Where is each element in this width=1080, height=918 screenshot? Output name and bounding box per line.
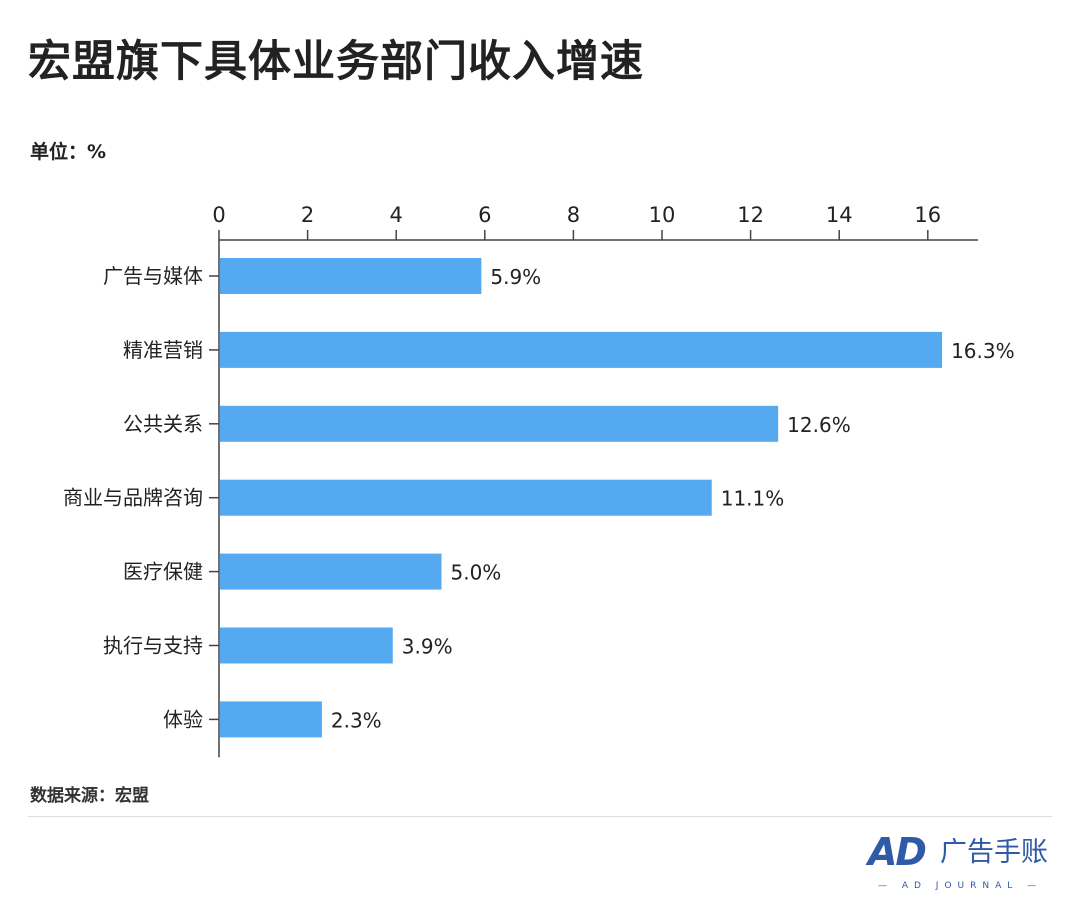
x-tick-label: 12: [737, 203, 764, 227]
x-tick-label: 10: [649, 203, 676, 227]
bar: [220, 701, 322, 738]
category-label: 精准营销: [123, 338, 203, 362]
bar: [220, 553, 442, 590]
category-label: 体验: [163, 707, 203, 731]
data-label: 11.1%: [721, 487, 785, 511]
logo-english: — AD JOURNAL —: [878, 881, 1043, 891]
bar: [220, 258, 482, 294]
bar: [220, 479, 712, 516]
x-tick-label: 16: [914, 203, 941, 227]
logo-ad: AD: [868, 830, 927, 874]
unit-label: 单位：%: [30, 141, 107, 163]
category-label: 广告与媒体: [103, 264, 203, 288]
bar: [220, 405, 779, 442]
category-label: 商业与品牌咨询: [63, 486, 203, 510]
data-label: 2.3%: [331, 708, 382, 732]
x-tick-label: 4: [390, 203, 403, 227]
ad-journal-logo: AD 广告手账 — AD JOURNAL —: [868, 830, 1058, 896]
source-note: 数据来源：宏盟: [30, 786, 149, 806]
data-label: 3.9%: [402, 635, 453, 659]
x-tick-label: 8: [567, 203, 580, 227]
data-label: 5.0%: [451, 561, 502, 585]
category-label: 医疗保健: [123, 560, 203, 584]
data-label: 12.6%: [787, 413, 851, 437]
bar-chart: 0 2 4 6 8 10 12 14 16 广告与媒体 5.9% 精准营销 16.3% 公共关系 12.6%…: [63, 203, 1015, 758]
x-tick-label: 2: [301, 203, 314, 227]
x-tick-label: 0: [212, 203, 225, 227]
data-label: 5.9%: [490, 265, 541, 289]
category-label: 执行与支持: [103, 634, 203, 658]
x-tick-label: 14: [826, 203, 853, 227]
divider: [28, 816, 1052, 817]
logo-chinese: 广告手账: [940, 837, 1048, 868]
bar: [220, 331, 943, 368]
x-tick-label: 6: [478, 203, 491, 227]
category-label: 公共关系: [123, 412, 203, 436]
chart-title: 宏盟旗下具体业务部门收入增速: [28, 37, 644, 87]
data-label: 16.3%: [951, 339, 1015, 363]
bar: [220, 627, 393, 664]
